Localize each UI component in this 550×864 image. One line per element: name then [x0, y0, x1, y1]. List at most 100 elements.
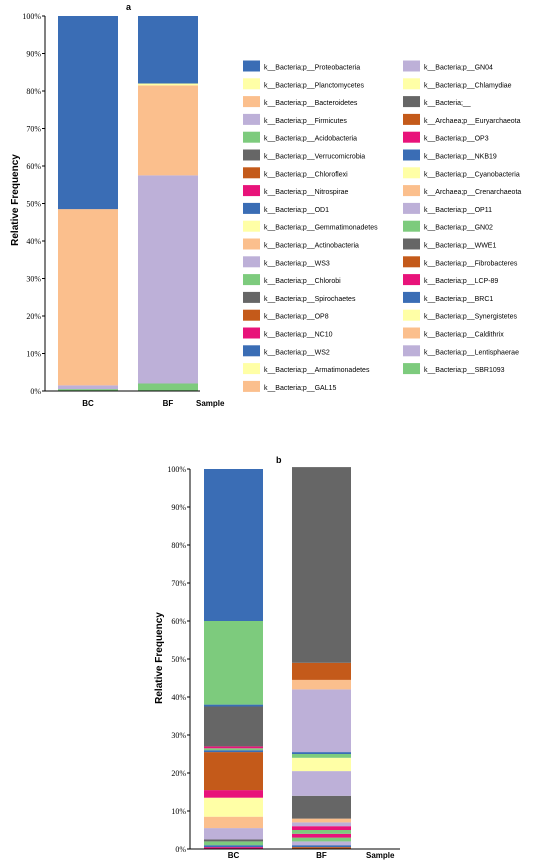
legend-label: k__Bacteria;p__Synergistetes	[424, 314, 517, 321]
bar-segment-bf-12	[292, 754, 351, 758]
legend-label: k__Bacteria;p__Caldithrix	[424, 332, 504, 339]
y-tick-label: 80%	[171, 541, 186, 550]
legend-swatch	[403, 131, 420, 143]
y-tick-label: 40%	[171, 693, 186, 702]
legend-swatch	[403, 238, 420, 250]
legend-label: k__Bacteria;__	[424, 100, 471, 107]
legend-label: k__Bacteria;p__Nitrospirae	[264, 189, 349, 196]
y-tick-label: 20%	[171, 769, 186, 778]
y-tick-label: 60%	[26, 162, 41, 171]
legend-label: k__Bacteria;p__Lentisphaerae	[424, 349, 519, 356]
y-tick-label: 70%	[171, 579, 186, 588]
y-tick-label: 80%	[26, 87, 41, 96]
bar-segment-bf-1	[138, 175, 198, 384]
bar-segment-bf-3	[138, 83, 198, 86]
legend-swatch	[243, 327, 260, 339]
bar-segment-bf-4	[138, 16, 198, 84]
bar-segment-bc-7	[204, 790, 263, 798]
bar-segment-bf-8	[292, 818, 351, 823]
legend-swatch	[403, 78, 420, 90]
bar-segment-bf-17	[292, 467, 351, 663]
legend-swatch	[243, 149, 260, 161]
bar-segment-bf-0	[138, 383, 198, 391]
bar-segment-bf-13	[292, 752, 351, 754]
y-tick-label: 100%	[167, 465, 186, 474]
legend-swatch	[403, 256, 420, 268]
legend-label: k__Bacteria;p__WS2	[264, 349, 330, 356]
bar-segment-bc-2	[204, 841, 263, 846]
bar-segment-bf-9	[292, 795, 351, 819]
legend-swatch	[403, 220, 420, 232]
legend-label: k__Bacteria;p__Acidobacteria	[264, 136, 357, 143]
bar-segment-bf-6	[292, 826, 351, 830]
bar-segment-bf-15	[292, 679, 351, 690]
legend-swatch	[243, 167, 260, 179]
legend-label: k__Bacteria;p__SBR1093	[424, 367, 505, 374]
legend-swatch	[243, 380, 260, 392]
y-tick-label: 50%	[171, 655, 186, 664]
legend-swatch	[243, 238, 260, 250]
bar-segment-bf-4	[292, 833, 351, 838]
bar-segment-bc-3	[58, 16, 118, 210]
bar-segment-bf-3	[292, 837, 351, 842]
y-tick-label: 30%	[26, 275, 41, 284]
legend-swatch	[403, 113, 420, 125]
y-tick-label: 20%	[26, 312, 41, 321]
x-category-label: BF	[316, 851, 327, 860]
legend-swatch	[243, 274, 260, 286]
legend-swatch	[403, 96, 420, 108]
bar-segment-bc-2	[58, 209, 118, 386]
y-tick-label: 10%	[171, 807, 186, 816]
bar-segment-bf-16	[292, 662, 351, 680]
legend-swatch	[403, 149, 420, 161]
bar-segment-bc-1	[58, 385, 118, 390]
legend-label: k__Bacteria;p__OD1	[264, 207, 329, 214]
bar-segment-bc-8	[204, 752, 263, 791]
legend-label: k__Bacteria;p__Spirochaetes	[264, 296, 356, 303]
legend-swatch	[243, 291, 260, 303]
x-category-label: BF	[163, 399, 174, 408]
legend-swatch	[243, 202, 260, 214]
legend-label: k__Bacteria;p__Armatimonadetes	[264, 367, 370, 374]
legend-label: k__Archaea;p__Euryarchaeota	[424, 118, 521, 125]
legend-label: k__Bacteria;p__LCP-89	[424, 278, 498, 285]
legend-label: k__Bacteria;p__NKB19	[424, 154, 497, 161]
legend-label: k__Bacteria;p__GN02	[424, 225, 493, 232]
legend-label: k__Bacteria;p__NC10	[264, 332, 333, 339]
x-axis-title: Sample	[196, 399, 225, 408]
legend-label: k__Bacteria;p__Planctomycetes	[264, 82, 364, 89]
legend-swatch	[243, 309, 260, 321]
legend-label: k__Bacteria;p__Chlamydiae	[424, 82, 512, 89]
legend-label: k__Bacteria;p__Cyanobacteria	[424, 171, 520, 178]
legend-label: k__Bacteria;p__Actinobacteria	[264, 243, 359, 250]
legend-label: k__Bacteria;p__WS3	[264, 260, 330, 267]
legend-swatch	[403, 309, 420, 321]
bar-segment-bc-9	[204, 750, 263, 753]
bar-segment-bf-2	[138, 85, 198, 176]
legend-swatch	[243, 256, 260, 268]
legend-label: k__Bacteria;p__GN04	[424, 65, 493, 72]
y-axis-title: Relative Frequency	[154, 612, 165, 704]
legend-label: k__Bacteria;p__Fibrobacteres	[424, 260, 518, 267]
x-category-label: BC	[228, 851, 240, 860]
bar-segment-bc-0	[58, 389, 118, 391]
legend-swatch	[403, 274, 420, 286]
bar-segment-bc-14	[204, 621, 263, 705]
legend-label: k__Bacteria;p__BRC1	[424, 296, 493, 303]
legend-label: k__Bacteria;p__GAL15	[264, 385, 336, 392]
bar-segment-bc-11	[204, 746, 263, 749]
legend-swatch	[403, 327, 420, 339]
y-tick-label: 100%	[22, 12, 41, 21]
y-tick-label: 0%	[175, 845, 186, 854]
panel-label: b	[276, 455, 282, 465]
y-tick-label: 30%	[171, 731, 186, 740]
bar-segment-bc-4	[204, 828, 263, 840]
legend-label: k__Bacteria;p__WWE1	[424, 243, 496, 250]
legend-label: k__Bacteria;p__OP3	[424, 136, 489, 143]
bar-segment-bf-7	[292, 822, 351, 827]
legend-swatch	[243, 363, 260, 375]
legend-swatch	[403, 167, 420, 179]
legend-swatch	[243, 96, 260, 108]
legend-label: k__Bacteria;p__Verrucomicrobia	[264, 154, 365, 161]
